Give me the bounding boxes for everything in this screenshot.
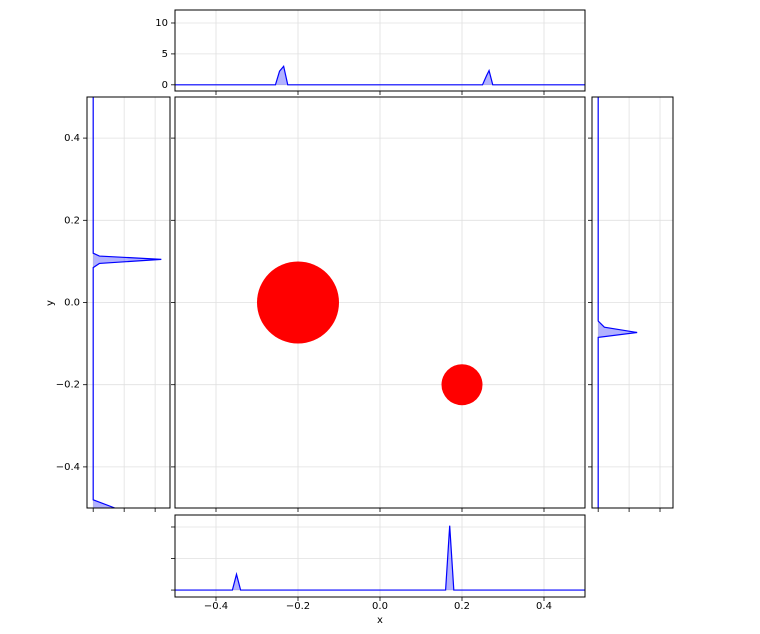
- axes-frame: [591, 96, 674, 509]
- scatter-point: [441, 364, 483, 406]
- y-axis-label: y: [45, 300, 56, 306]
- x-tick-label: 0.4: [536, 601, 552, 612]
- x-tick-label: −0.4: [204, 601, 228, 612]
- density-line: [175, 64, 585, 86]
- axes-frame: [174, 96, 586, 509]
- axes-frame: [174, 9, 586, 92]
- density-line: [597, 97, 638, 508]
- density-fill: [175, 66, 585, 85]
- x-tick-label: 0.0: [372, 601, 388, 612]
- y-tick-label: 10: [155, 18, 168, 29]
- y-tick-label: 0: [162, 80, 168, 91]
- scatter-point: [257, 261, 339, 344]
- y-tick-label: 0.2: [64, 215, 80, 226]
- y-tick-label: 5: [162, 49, 168, 60]
- y-tick-label: 0.4: [64, 133, 80, 144]
- axes-frame: [174, 514, 586, 598]
- y-tick-label: −0.4: [56, 462, 80, 473]
- x-tick-label: −0.2: [286, 601, 310, 612]
- axes-frame: [86, 96, 171, 509]
- y-tick-label: 0.0: [64, 298, 80, 309]
- x-tick-label: 0.2: [454, 601, 470, 612]
- y-tick-label: −0.2: [56, 380, 80, 391]
- x-axis-label: x: [377, 615, 383, 626]
- density-line: [92, 97, 162, 509]
- density-line: [175, 525, 585, 591]
